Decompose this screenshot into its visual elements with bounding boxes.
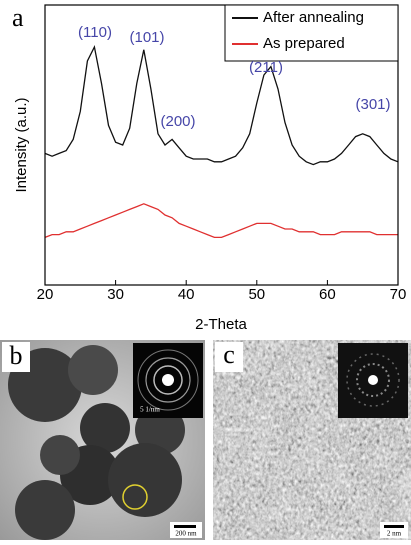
scale-bar-label: 2 nm [387, 530, 402, 538]
legend-label: After annealing [263, 9, 364, 26]
x-tick-label: 30 [107, 286, 124, 303]
scale-bar-label: 200 nm [175, 530, 197, 538]
hrtem-image [213, 340, 411, 540]
inset-scale-label: 5 1/nm [140, 406, 160, 414]
x-tick-label: 60 [319, 286, 336, 303]
panel-label-box [215, 342, 243, 372]
peak-label: (101) [129, 29, 164, 46]
panel-label: b [10, 341, 23, 370]
legend-box [224, 4, 399, 62]
data-line [44, 203, 398, 239]
peak-label: (301) [355, 96, 390, 113]
legend-label: As prepared [263, 35, 345, 52]
plot-frame [44, 4, 399, 286]
panel-label: a [12, 3, 24, 32]
y-axis-label: Intensity (a.u.) [13, 97, 30, 192]
tem-image [0, 340, 205, 540]
panel-label-box [2, 342, 30, 372]
panel-label: c [223, 340, 235, 369]
peak-label: (110) [78, 24, 112, 41]
data-line [44, 45, 399, 166]
x-tick-label: 50 [248, 286, 265, 303]
x-axis-label: 2-Theta [195, 316, 247, 333]
x-tick-label: 40 [178, 286, 195, 303]
x-tick-label: 70 [390, 286, 407, 303]
x-tick-label: 20 [37, 286, 54, 303]
peak-label: (211) [249, 59, 283, 76]
peak-label: (200) [160, 113, 195, 130]
